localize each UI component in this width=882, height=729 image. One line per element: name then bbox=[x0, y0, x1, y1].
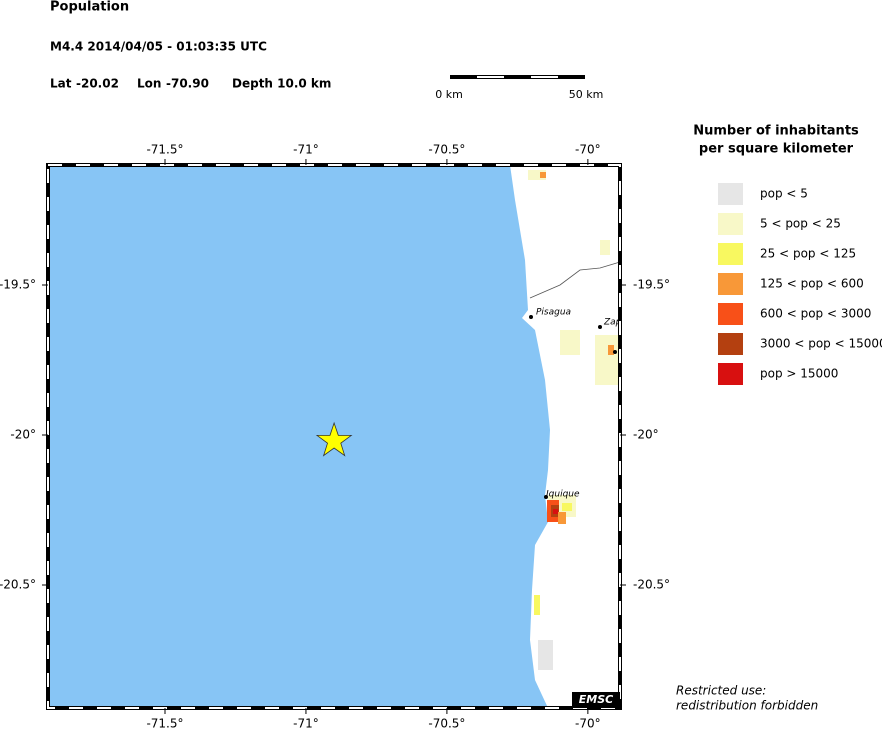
pop-cell bbox=[560, 330, 580, 355]
population-cells bbox=[528, 170, 620, 670]
logo-box bbox=[572, 692, 620, 708]
place-label: Iquique bbox=[546, 490, 580, 500]
event: M4.4 2014/04/05 - 01:03:35 UTC bbox=[50, 40, 267, 54]
legend-label: 3000 < pop < 15000 bbox=[760, 337, 882, 351]
legend-swatch bbox=[718, 183, 743, 205]
lon-tick-label: -71° bbox=[293, 143, 319, 157]
scale-end: 50 km bbox=[569, 88, 604, 101]
legend-swatch bbox=[718, 213, 743, 235]
legend-title: Number of inhabitants bbox=[693, 124, 859, 139]
lon-value: -70.90 bbox=[166, 77, 209, 91]
lat-value: -20.02 bbox=[76, 77, 119, 91]
city-dot bbox=[529, 315, 533, 319]
legend-title: per square kilometer bbox=[699, 142, 854, 157]
pop-cell bbox=[562, 503, 572, 511]
lat-tick-label: -19.5° bbox=[633, 278, 670, 292]
legend-label: 25 < pop < 125 bbox=[760, 247, 856, 261]
scale-bar: 0 km 50 km bbox=[435, 75, 603, 101]
lon-tick-label: -70.5° bbox=[428, 143, 465, 157]
scale-bar-line bbox=[450, 75, 585, 79]
depth: Depth 10.0 km bbox=[232, 77, 331, 91]
lon-tick-label: -70° bbox=[575, 717, 601, 729]
scale-start: 0 km bbox=[435, 88, 463, 101]
lon-tick-label: -71° bbox=[293, 717, 319, 729]
legend-swatch bbox=[718, 303, 743, 325]
legend-label: 600 < pop < 3000 bbox=[760, 307, 871, 321]
lon-tick-label: -70.5° bbox=[428, 717, 465, 729]
map: Pisagua Zap Iquique EMSC bbox=[46, 163, 622, 710]
lon-label: Lon bbox=[137, 77, 161, 91]
legend-label: 5 < pop < 25 bbox=[760, 217, 841, 231]
city-dot bbox=[544, 495, 548, 499]
legend-swatch bbox=[718, 243, 743, 265]
place-label: Pisagua bbox=[536, 308, 571, 318]
lon-tick-label: -70° bbox=[575, 143, 601, 157]
city-dot bbox=[613, 350, 617, 354]
lat-tick-label: -20.5° bbox=[0, 578, 36, 592]
frame-dash bbox=[47, 164, 621, 709]
scale-bar-seg bbox=[531, 76, 558, 78]
pop-cell bbox=[540, 172, 546, 178]
logo: EMSC bbox=[579, 693, 613, 706]
lon-tick-label: -71.5° bbox=[146, 143, 183, 157]
epicenter bbox=[315, 421, 353, 457]
pop-cell bbox=[600, 240, 610, 255]
lat-tick-label: -20° bbox=[10, 428, 36, 442]
lat-tick-label: -20.5° bbox=[633, 578, 670, 592]
pop-cell bbox=[528, 170, 546, 180]
note: Restricted use: bbox=[676, 684, 766, 698]
pop-cell bbox=[558, 512, 566, 524]
lat-tick-label: -20° bbox=[633, 428, 659, 442]
city-dot bbox=[598, 325, 602, 329]
pop-cell bbox=[553, 509, 558, 514]
pop-cell bbox=[608, 345, 614, 355]
legend: pop < 5 5 < pop < 25 25 < pop < 125 125 < p… bbox=[718, 183, 882, 385]
pop-cell bbox=[595, 335, 620, 385]
lat-tick-label: -19.5° bbox=[0, 278, 36, 292]
pop-cell bbox=[534, 595, 540, 615]
legend-swatch bbox=[718, 333, 743, 355]
place-label: Zap bbox=[603, 318, 622, 328]
legend-label: pop < 5 bbox=[760, 187, 808, 201]
legend-swatch bbox=[718, 273, 743, 295]
border bbox=[529, 261, 621, 299]
lon-tick-label: -71.5° bbox=[146, 717, 183, 729]
legend-label: 125 < pop < 600 bbox=[760, 277, 864, 291]
lat-label: Lat bbox=[50, 77, 72, 91]
legend-swatch bbox=[718, 363, 743, 385]
legend-label: pop > 15000 bbox=[760, 367, 838, 381]
title: Population bbox=[50, 0, 129, 15]
scale-bar-seg bbox=[477, 76, 504, 78]
note: redistribution forbidden bbox=[676, 699, 818, 713]
land bbox=[510, 165, 620, 708]
pop-cell bbox=[538, 640, 553, 670]
